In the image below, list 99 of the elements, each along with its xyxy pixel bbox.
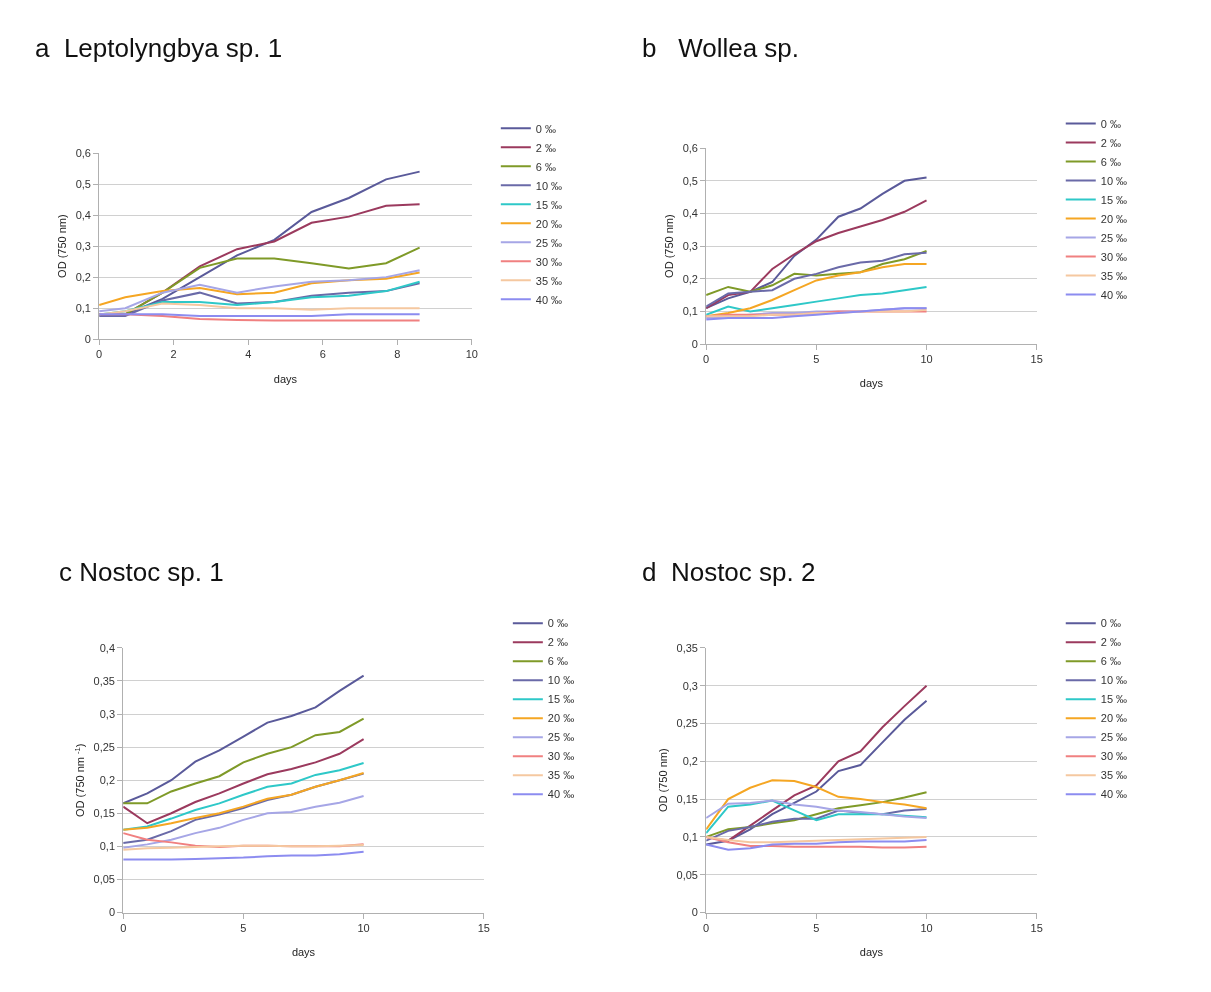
x-axis-title: days	[859, 377, 884, 390]
legend-label: 2 ‰	[1100, 636, 1121, 649]
x-tick-label: 0	[703, 921, 710, 934]
chart-title: d Nostoc sp. 2	[642, 557, 816, 587]
y-tick-label: 0,4	[682, 207, 698, 220]
y-tick-label: 0,4	[75, 208, 91, 221]
x-tick-label: 10	[920, 921, 933, 934]
legend-label: 0 ‰	[1100, 117, 1121, 130]
y-tick-label: 0,4	[99, 641, 115, 654]
y-tick-label: 0,5	[75, 177, 91, 190]
y-axis-title: OD (750 nm)	[663, 214, 676, 278]
x-tick-label: 2	[170, 348, 177, 361]
legend-label: 15 ‰	[1100, 693, 1128, 706]
legend-label: 30 ‰	[1100, 750, 1128, 763]
legend-label: 40 ‰	[1100, 288, 1128, 301]
legend-label: 6 ‰	[1100, 155, 1121, 168]
y-tick-label: 0,35	[676, 641, 698, 654]
legend-label: 15 ‰	[535, 198, 563, 211]
x-axis-title: days	[273, 372, 298, 385]
legend-label: 20 ‰	[1100, 712, 1128, 725]
legend-label: 0 ‰	[1100, 617, 1121, 630]
x-tick-label: 8	[394, 348, 401, 361]
y-tick-label: 0,2	[99, 774, 115, 787]
x-tick-label: 10	[357, 921, 370, 934]
legend-label: 0 ‰	[547, 617, 569, 630]
chart-title: b Wollea sp.	[642, 33, 800, 63]
x-tick-label: 15	[477, 921, 490, 934]
y-tick-label: 0,1	[682, 830, 698, 843]
chart-title: c Nostoc sp. 1	[59, 557, 224, 587]
legend-label: 35 ‰	[1100, 269, 1128, 282]
y-tick-label: 0,35	[93, 674, 115, 687]
y-tick-label: 0,05	[676, 868, 698, 881]
x-tick-label: 0	[120, 921, 127, 934]
legend-label: 30 ‰	[547, 750, 575, 763]
y-tick-label: 0,1	[682, 305, 698, 318]
y-tick-label: 0,3	[682, 679, 698, 692]
legend-label: 35 ‰	[547, 769, 575, 782]
y-tick-label: 0,2	[75, 270, 91, 283]
y-tick-label: 0,6	[682, 141, 698, 154]
y-tick-label: 0	[84, 333, 91, 346]
x-tick-label: 5	[813, 353, 820, 366]
legend-label: 35 ‰	[535, 274, 563, 287]
legend-label: 10 ‰	[547, 674, 575, 687]
legend-label: 40 ‰	[547, 788, 575, 801]
y-tick-label: 0,2	[682, 755, 698, 768]
legend-label: 20 ‰	[535, 217, 563, 230]
x-tick-label: 6	[319, 348, 326, 361]
x-tick-label: 15	[1030, 921, 1043, 934]
x-axis-title: days	[859, 945, 884, 958]
legend-label: 0 ‰	[535, 122, 557, 135]
legend-label: 25 ‰	[535, 236, 563, 249]
y-tick-label: 0,1	[75, 302, 91, 315]
x-axis-title: days	[291, 945, 316, 958]
x-tick-label: 10	[920, 353, 933, 366]
legend-label: 2 ‰	[547, 636, 569, 649]
chart-title: a Leptolyngbya sp. 1	[35, 33, 283, 63]
legend-label: 25 ‰	[547, 731, 575, 744]
y-tick-label: 0,15	[93, 807, 115, 820]
y-tick-label: 0	[691, 906, 698, 919]
x-tick-label: 10	[465, 348, 478, 361]
y-tick-label: 0,25	[676, 717, 698, 730]
legend-label: 30 ‰	[1100, 250, 1128, 263]
legend-label: 2 ‰	[1100, 136, 1121, 149]
x-tick-label: 5	[813, 921, 820, 934]
x-tick-label: 5	[240, 921, 247, 934]
legend-label: 35 ‰	[1100, 769, 1128, 782]
legend-label: 25 ‰	[1100, 231, 1128, 244]
legend-label: 40 ‰	[1100, 788, 1128, 801]
y-tick-label: 0,1	[99, 840, 115, 853]
y-tick-label: 0	[108, 906, 115, 919]
legend-label: 25 ‰	[1100, 731, 1128, 744]
y-tick-label: 0,15	[676, 792, 698, 805]
legend-label: 40 ‰	[535, 293, 563, 306]
y-axis-title: OD (750 nm)	[657, 748, 670, 812]
legend-label: 6 ‰	[547, 655, 569, 668]
x-tick-label: 0	[703, 353, 710, 366]
legend-label: 10 ‰	[1100, 674, 1128, 687]
legend-label: 20 ‰	[1100, 212, 1128, 225]
y-tick-label: 0,05	[93, 873, 115, 886]
y-tick-label: 0,2	[682, 272, 698, 285]
legend-label: 10 ‰	[1100, 174, 1128, 187]
legend-label: 15 ‰	[1100, 193, 1128, 206]
legend-label: 10 ‰	[535, 179, 563, 192]
y-tick-label: 0,25	[93, 740, 115, 753]
y-axis-title: OD (750 nm)	[56, 214, 69, 278]
legend-label: 6 ‰	[1100, 655, 1121, 668]
y-tick-label: 0,3	[682, 239, 698, 252]
legend-label: 30 ‰	[535, 255, 563, 268]
y-tick-label: 0	[691, 337, 698, 350]
x-tick-label: 4	[245, 348, 252, 361]
legend-label: 6 ‰	[535, 160, 557, 173]
y-tick-label: 0,5	[682, 174, 698, 187]
legend-label: 2 ‰	[535, 141, 557, 154]
legend-label: 15 ‰	[547, 693, 575, 706]
legend-label: 20 ‰	[547, 712, 575, 725]
x-tick-label: 15	[1030, 353, 1043, 366]
y-tick-label: 0,6	[75, 146, 91, 159]
y-tick-label: 0,3	[75, 239, 91, 252]
y-tick-label: 0,3	[99, 707, 115, 720]
